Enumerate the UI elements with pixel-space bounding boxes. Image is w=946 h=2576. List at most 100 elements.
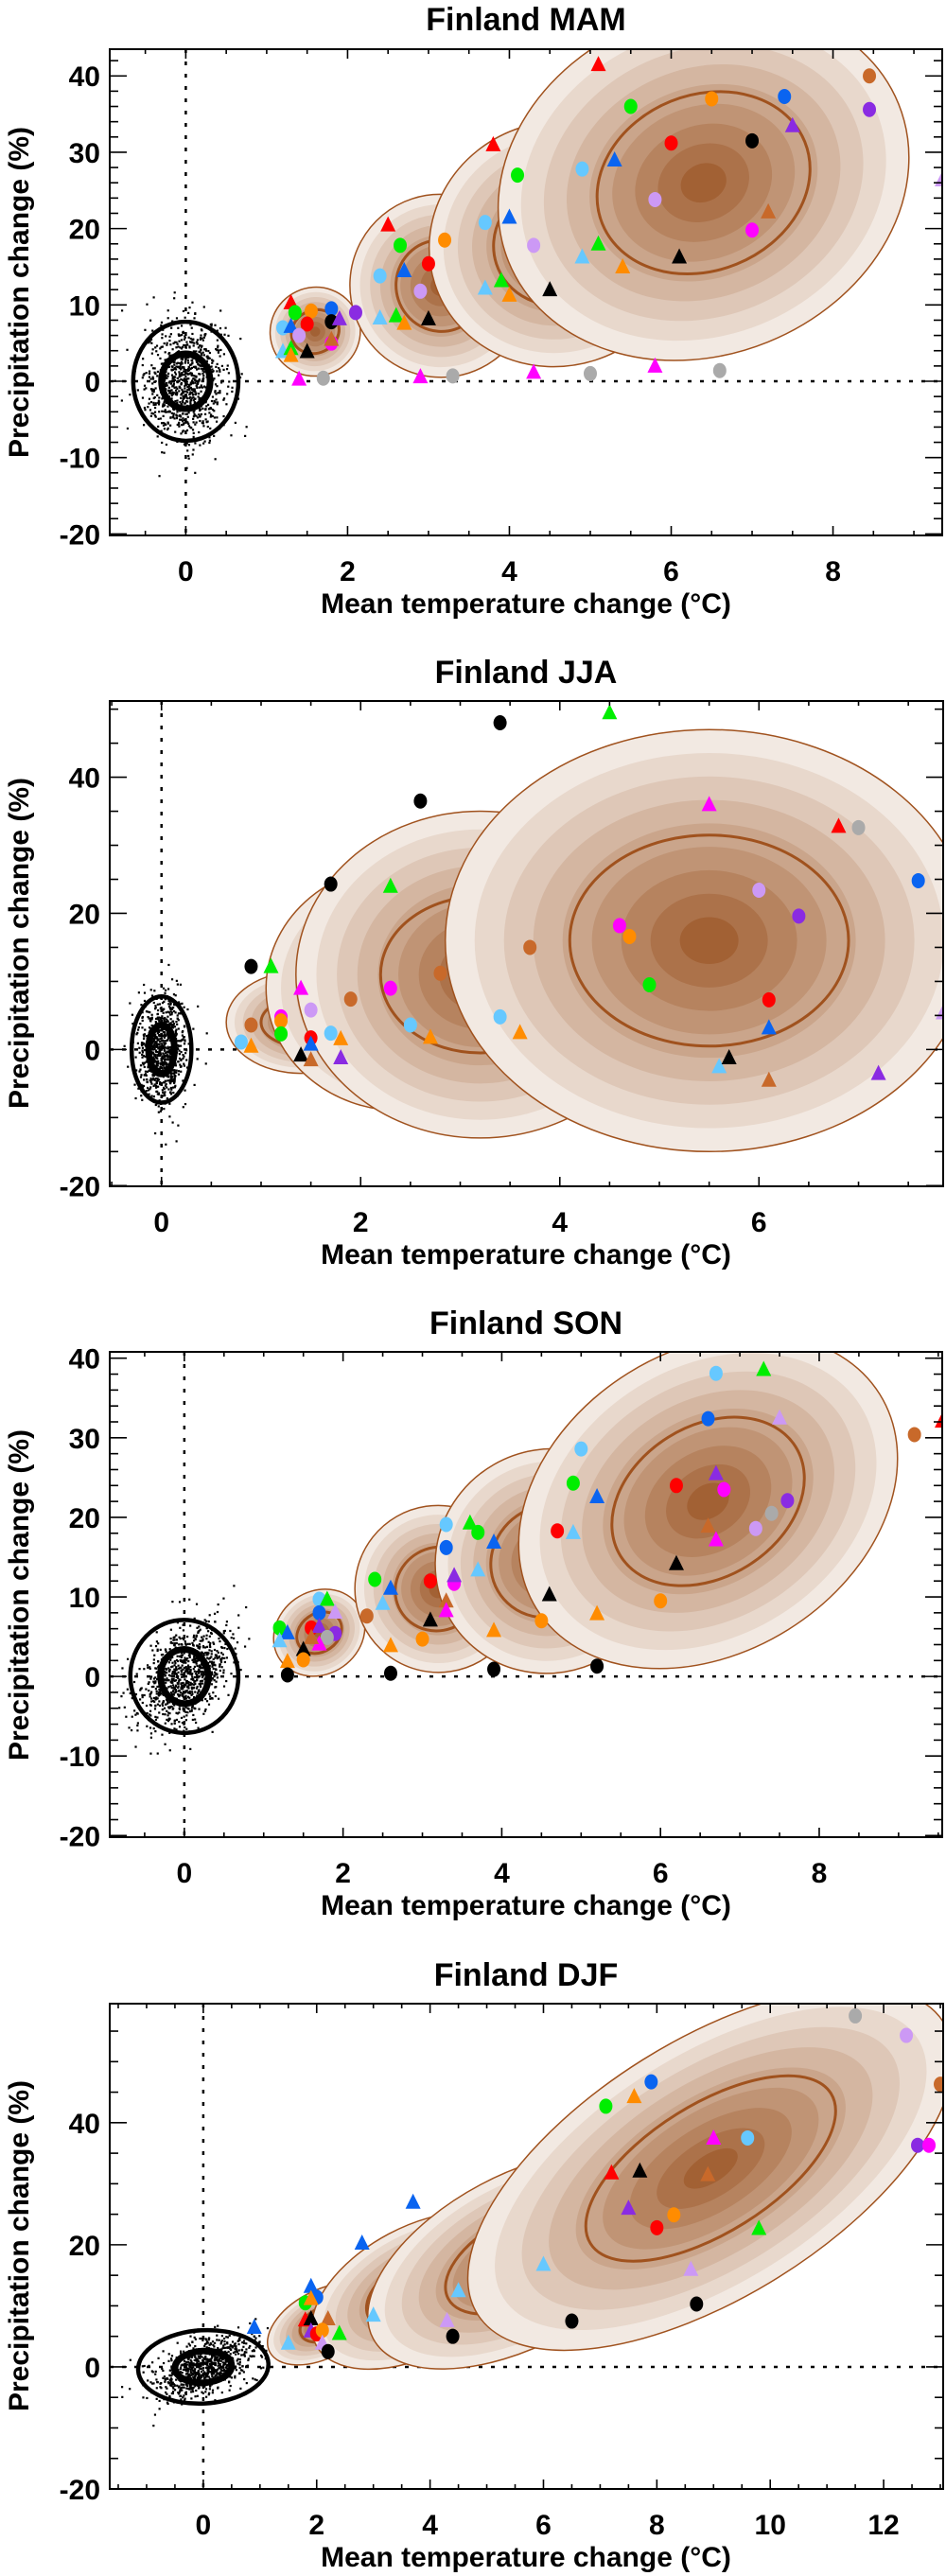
noise-point	[208, 2343, 211, 2346]
model-point-circle	[534, 1613, 549, 1629]
noise-point	[174, 994, 177, 997]
noise-point	[199, 415, 201, 418]
noise-point	[201, 1645, 205, 1648]
noise-point	[163, 1000, 166, 1004]
noise-point	[163, 1036, 166, 1039]
noise-point	[154, 1053, 157, 1056]
noise-point	[153, 414, 157, 417]
noise-point	[169, 1628, 172, 1631]
noise-point	[182, 397, 184, 401]
noise-point	[211, 361, 214, 364]
noise-point	[165, 335, 167, 338]
noise-point	[180, 1669, 184, 1672]
noise-point	[180, 1716, 184, 1720]
noise-point	[196, 1626, 199, 1629]
noise-point	[169, 1077, 172, 1079]
noise-point	[206, 2371, 209, 2374]
noise-point	[219, 309, 222, 312]
noise-point	[197, 2376, 200, 2379]
noise-point	[193, 388, 196, 391]
noise-point	[173, 1679, 176, 1682]
noise-point	[219, 390, 221, 393]
model-point-triangle	[589, 1488, 605, 1504]
noise-point	[199, 338, 201, 341]
noise-point	[161, 337, 164, 340]
noise-point	[156, 1685, 159, 1689]
noise-point	[173, 1704, 176, 1707]
noise-point	[131, 1715, 133, 1718]
noise-point	[251, 2333, 254, 2336]
noise-point	[194, 1718, 197, 1721]
noise-point	[160, 324, 163, 326]
noise-point	[194, 2385, 197, 2388]
noise-point	[171, 1086, 175, 1089]
y-axis-label: Precipitation change (%)	[4, 1429, 35, 1761]
noise-point	[144, 1055, 147, 1058]
noise-point	[143, 1061, 147, 1064]
noise-point	[155, 350, 158, 353]
noise-point	[212, 2343, 215, 2346]
noise-point	[151, 1074, 154, 1078]
noise-point	[207, 2359, 210, 2363]
noise-point	[153, 1700, 156, 1703]
noise-point	[158, 1069, 161, 1072]
noise-point	[165, 1681, 167, 1684]
noise-point	[176, 1681, 179, 1685]
noise-point	[192, 388, 195, 391]
noise-point	[149, 1078, 152, 1080]
noise-point	[187, 2357, 191, 2359]
noise-point	[190, 1674, 193, 1676]
noise-point	[147, 1666, 149, 1669]
noise-point	[168, 390, 172, 393]
noise-point	[122, 1691, 125, 1694]
noise-point	[194, 2344, 197, 2348]
noise-point	[166, 2381, 169, 2384]
noise-point	[151, 1057, 154, 1060]
noise-point	[210, 1650, 213, 1653]
model-point-circle	[778, 89, 792, 105]
noise-point	[201, 367, 204, 371]
noise-point	[200, 2375, 202, 2378]
noise-point	[204, 2391, 207, 2393]
noise-point	[205, 1700, 209, 1703]
model-point-triangle	[243, 1037, 259, 1053]
noise-point	[162, 414, 165, 417]
noise-point	[188, 1656, 191, 1658]
noise-point	[167, 2359, 170, 2362]
noise-point	[182, 2386, 184, 2389]
model-point-circle	[300, 316, 314, 332]
noise-point	[156, 1064, 159, 1067]
noise-point	[219, 1659, 222, 1662]
noise-point	[200, 345, 203, 348]
noise-point	[187, 1687, 190, 1690]
noise-point	[180, 2352, 183, 2355]
noise-point	[170, 397, 173, 400]
noise-point	[168, 1059, 171, 1061]
noise-point	[142, 358, 145, 360]
noise-point	[171, 376, 174, 378]
noise-point	[170, 1011, 173, 1014]
noise-point	[170, 1723, 173, 1726]
model-point-circle	[851, 819, 866, 835]
noise-point	[166, 372, 170, 375]
noise-point	[182, 309, 185, 313]
noise-point	[156, 1012, 159, 1015]
noise-point	[149, 1709, 152, 1712]
noise-point	[243, 2353, 246, 2356]
noise-point	[219, 2340, 223, 2343]
noise-point	[189, 2335, 192, 2338]
noise-point	[168, 2381, 171, 2384]
noise-point	[171, 408, 175, 411]
x-tick-label: 4	[552, 1207, 568, 1238]
noise-point	[201, 2392, 204, 2394]
noise-point	[178, 390, 181, 393]
noise-point	[164, 377, 166, 380]
noise-point	[150, 1024, 153, 1027]
noise-point	[169, 424, 172, 427]
noise-point	[202, 442, 205, 445]
model-point-triangle	[756, 1360, 772, 1376]
y-tick-label: 40	[69, 1344, 100, 1376]
noise-point	[184, 1049, 188, 1052]
noise-point	[209, 1695, 212, 1698]
noise-point	[137, 1025, 140, 1029]
